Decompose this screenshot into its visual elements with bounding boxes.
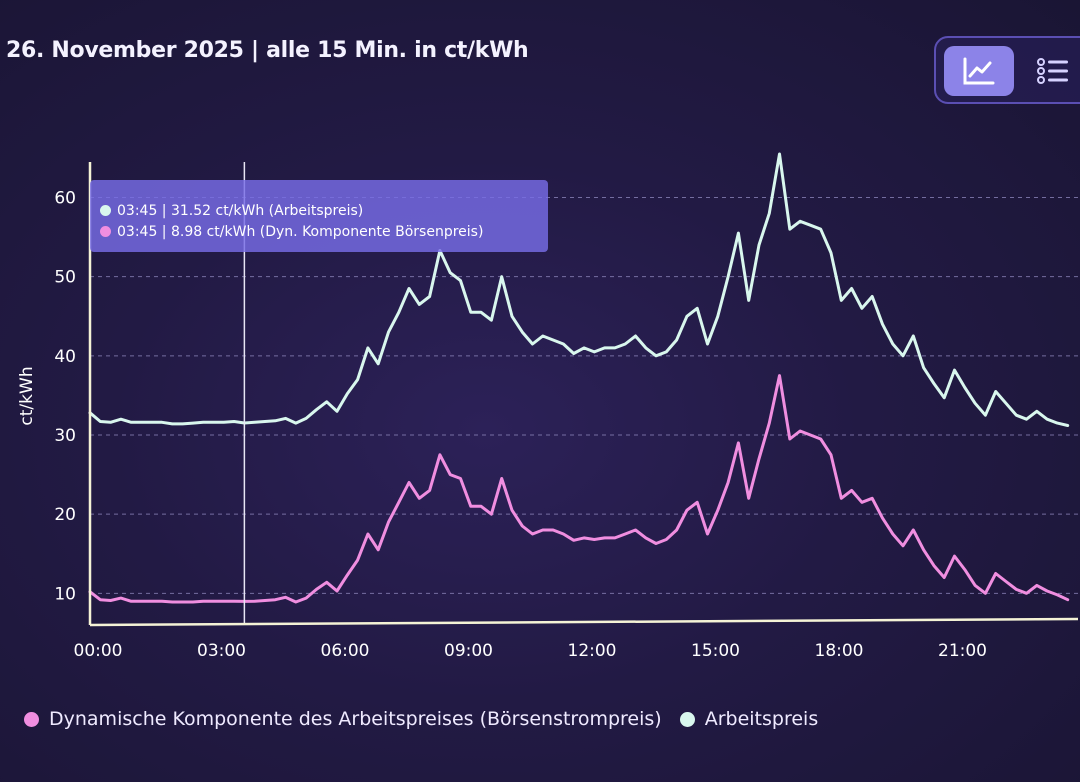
chart-view-button[interactable] [944, 46, 1014, 96]
tooltip-dot-dynamisch [100, 226, 111, 237]
hover-tooltip: 03:45 | 31.52 ct/kWh (Arbeitspreis) 03:4… [90, 180, 548, 252]
y-axis-label: ct/kWh [17, 366, 37, 425]
x-axis-line [89, 617, 1079, 627]
x-axis-ticks: 00:00 03:00 06:00 09:00 12:00 15:00 18:00 21:00 [74, 641, 988, 661]
legend-dot-arbeitspreis [679, 711, 695, 727]
y-tick-label: 10 [54, 584, 76, 604]
y-tick-label: 40 [54, 347, 76, 367]
legend-label-dynamisch: Dynamische Komponente des Arbeitspreises… [49, 708, 662, 730]
list-view-button[interactable] [1028, 46, 1078, 96]
y-tick-label: 30 [54, 426, 76, 446]
y-tick-label: 20 [54, 505, 76, 525]
list-icon [1037, 58, 1068, 84]
tooltip-text-dynamisch: 03:45 | 8.98 ct/kWh (Dyn. Komponente Bör… [117, 223, 484, 240]
line-chart-icon [963, 57, 995, 85]
tooltip-dot-arbeitspreis [100, 205, 111, 216]
x-tick-label: 09:00 [444, 641, 493, 661]
x-tick-label: 21:00 [938, 641, 987, 661]
x-tick-label: 12:00 [568, 641, 617, 661]
page-title: 26. November 2025 | alle 15 Min. in ct/k… [6, 38, 529, 63]
legend-label-arbeitspreis: Arbeitspreis [704, 708, 819, 730]
tooltip-text-arbeitspreis: 03:45 | 31.52 ct/kWh (Arbeitspreis) [117, 202, 364, 219]
legend-item-arbeitspreis[interactable]: Arbeitspreis [679, 708, 819, 730]
x-tick-label: 00:00 [74, 641, 123, 661]
y-tick-label: 50 [54, 268, 76, 288]
y-tick-label: 60 [54, 189, 76, 209]
legend-item-dynamisch[interactable]: Dynamische Komponente des Arbeitspreises… [24, 708, 662, 730]
series-line-arbeitspreis[interactable] [88, 152, 1070, 427]
x-tick-label: 06:00 [321, 641, 370, 661]
price-line-chart[interactable]: 10 20 30 40 50 60 00:00 03:00 06:00 09:00 12:00 15… [0, 0, 1080, 700]
series-lines [88, 152, 1070, 604]
series-line-dynamisch[interactable] [88, 374, 1070, 604]
legend-dot-dynamisch [24, 711, 39, 727]
x-tick-label: 18:00 [815, 641, 864, 661]
x-tick-label: 15:00 [691, 641, 740, 661]
y-axis-ticks: 10 20 30 40 50 60 [54, 189, 76, 605]
grid-lines [90, 197, 1078, 594]
x-tick-label: 03:00 [197, 641, 246, 661]
view-toggle [934, 36, 1080, 104]
tooltip-row-dynamisch: 03:45 | 8.98 ct/kWh (Dyn. Komponente Bör… [100, 221, 548, 242]
tooltip-row-arbeitspreis: 03:45 | 31.52 ct/kWh (Arbeitspreis) [100, 200, 548, 221]
chart-legend: Dynamische Komponente des Arbeitspreises… [24, 708, 836, 730]
